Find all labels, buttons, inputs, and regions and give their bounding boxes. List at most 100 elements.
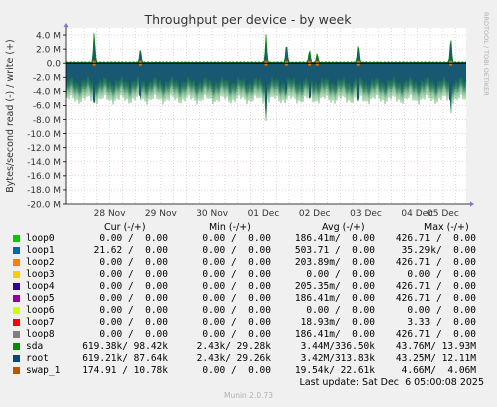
x-axis-arrow <box>470 201 474 207</box>
legend-avg: 19.54k/ 22.61k <box>294 365 375 376</box>
legend-avg: 0.00 / 0.00 <box>306 305 375 316</box>
y-tick-label: 0.0 <box>47 60 62 70</box>
legend-min: 0.00 / 0.00 <box>202 317 271 328</box>
legend-cur: 0.00 / 0.00 <box>99 269 168 280</box>
legend-max: 43.76M/ 13.93M <box>395 341 476 352</box>
legend-swatch <box>13 235 20 242</box>
legend-max: 0.00 / 0.00 <box>407 305 476 316</box>
legend-label: loop8 <box>26 329 55 340</box>
legend-label: loop7 <box>26 317 55 328</box>
legend-header-min: Min (-/+) <box>209 222 251 233</box>
y-ticks: 4.0 M 2.0 M 0.0 -2.0 M -4.0 M -6.0 M -8.0 M -10… <box>27 31 66 210</box>
y-tick-label: 4.0 M <box>36 31 61 41</box>
legend-min: 0.00 / 0.00 <box>202 293 271 304</box>
chart-title: Throughput per device - by week <box>144 12 353 27</box>
y-tick-label: -14.0 M <box>27 158 61 168</box>
legend-cur: 0.00 / 0.00 <box>99 281 168 292</box>
legend-max: 43.25M/ 12.11M <box>395 353 476 364</box>
legend-swatch <box>13 355 20 362</box>
legend-cur: 0.00 / 0.00 <box>99 317 168 328</box>
legend-cur: 619.21k/ 87.64k <box>82 353 168 364</box>
series-layer <box>65 33 467 121</box>
y-axis-label: Bytes/second read (-) / write (+) <box>5 39 16 193</box>
legend-label: loop4 <box>26 281 55 292</box>
legend-swatch <box>13 247 20 254</box>
legend-avg: 186.41m/ 0.00 <box>294 293 375 304</box>
legend-min: 0.00 / 0.00 <box>202 269 271 280</box>
y-tick-label: -4.0 M <box>33 88 61 98</box>
legend-min: 2.43k/ 29.26k <box>196 353 271 364</box>
legend-row: loop5 0.00 / 0.00 0.00 / 0.00 186.41m/ 0.00… <box>13 293 493 305</box>
legend-max: 426.71 / 0.00 <box>395 329 476 340</box>
legend-min: 0.00 / 0.00 <box>202 281 271 292</box>
series-read-line <box>65 75 467 121</box>
legend-min: 2.43k/ 29.28k <box>196 341 271 352</box>
legend-cur: 0.00 / 0.00 <box>99 305 168 316</box>
legend-avg: 18.93m/ 0.00 <box>300 317 375 328</box>
legend-row: loop6 0.00 / 0.00 0.00 / 0.00 0.00 / 0.00 0.… <box>13 305 493 317</box>
munin-version: Munin 2.0.73 <box>223 391 274 400</box>
last-update: Last update: Sat Dec 6 05:00:08 2025 <box>299 377 484 388</box>
x-tick-label: 28 Nov <box>94 209 127 219</box>
legend-label: loop3 <box>26 269 55 280</box>
legend-label: loop0 <box>26 233 55 244</box>
legend-cur: 21.62 / 0.00 <box>93 245 168 256</box>
legend-header-cur: Cur (-/+) <box>104 222 146 233</box>
series-write-area <box>66 33 466 64</box>
series-read-area <box>66 63 466 121</box>
y-tick-label: -12.0 M <box>27 144 61 154</box>
y-tick-label: -20.0 M <box>27 200 61 210</box>
x-tick-label: 03 Dec <box>350 209 382 219</box>
legend-min: 0.00 / 0.00 <box>202 365 271 376</box>
legend-max: 3.33 / 0.00 <box>407 317 476 328</box>
legend-avg: 203.89m/ 0.00 <box>294 257 375 268</box>
legend-avg: 3.44M/336.50k <box>300 341 375 352</box>
legend-min: 0.00 / 0.00 <box>202 257 271 268</box>
legend-row: swap_1 174.91 / 10.78k 0.00 / 0.00 19.54k/ … <box>13 365 493 377</box>
legend-cur: 0.00 / 0.00 <box>99 329 168 340</box>
legend-swatch <box>13 271 20 278</box>
y-axis-arrow <box>63 23 69 27</box>
legend-row: loop8 0.00 / 0.00 0.00 / 0.00 186.41m/ 0.00… <box>13 329 493 341</box>
legend-header-avg: Avg (-/+) <box>322 222 365 233</box>
legend-swatch <box>13 319 20 326</box>
y-tick-label: -10.0 M <box>27 130 61 140</box>
legend-max: 426.71 / 0.00 <box>395 233 476 244</box>
legend-cur: 619.38k/ 98.42k <box>82 341 168 352</box>
legend-avg: 205.35m/ 0.00 <box>294 281 375 292</box>
legend-label: loop1 <box>26 245 55 256</box>
legend-max: 426.71 / 0.00 <box>395 257 476 268</box>
x-tick-label: 05 Dec <box>427 209 459 219</box>
legend-avg: 503.71 / 0.00 <box>294 245 375 256</box>
legend-max: 0.00 / 0.00 <box>407 269 476 280</box>
legend-swatch <box>13 367 20 374</box>
legend-max: 35.29k/ 0.00 <box>401 245 476 256</box>
x-tick-label: 02 Dec <box>299 209 331 219</box>
x-tick-label: 29 Nov <box>145 209 178 219</box>
legend-cur: 174.91 / 10.78k <box>82 365 168 376</box>
legend-swatch <box>13 295 20 302</box>
legend-label: loop6 <box>26 305 55 316</box>
legend-avg: 3.42M/313.83k <box>300 353 375 364</box>
y-tick-label: -16.0 M <box>27 172 61 182</box>
legend-row: loop4 0.00 / 0.00 0.00 / 0.00 205.35m/ 0.00… <box>13 281 493 293</box>
legend-label: sda <box>26 341 44 352</box>
legend-label: root <box>26 353 49 364</box>
legend-swatch <box>13 307 20 314</box>
legend-max: 426.71 / 0.00 <box>395 293 476 304</box>
legend-row: loop2 0.00 / 0.00 0.00 / 0.00 203.89m/ 0.00… <box>13 257 493 269</box>
y-tick-label: -8.0 M <box>33 116 61 126</box>
legend-row: loop3 0.00 / 0.00 0.00 / 0.00 0.00 / 0.00 0.… <box>13 269 493 281</box>
legend-row: loop7 0.00 / 0.00 0.00 / 0.00 18.93m/ 0.00 3… <box>13 317 493 329</box>
y-tick-label: -2.0 M <box>33 74 61 84</box>
legend-swatch <box>13 283 20 290</box>
legend-min: 0.00 / 0.00 <box>202 305 271 316</box>
legend-min: 0.00 / 0.00 <box>202 329 271 340</box>
legend-cur: 0.00 / 0.00 <box>99 233 168 244</box>
x-ticks: 28 Nov 29 Nov 30 Nov 01 Dec 02 Dec 03 Dec 04 D… <box>94 209 459 219</box>
rrdtool-watermark: RRDTOOL / TOBI OETIKER <box>482 12 490 96</box>
legend-swatch <box>13 343 20 350</box>
legend-label: swap_1 <box>26 365 61 376</box>
y-tick-label: -18.0 M <box>27 186 61 196</box>
